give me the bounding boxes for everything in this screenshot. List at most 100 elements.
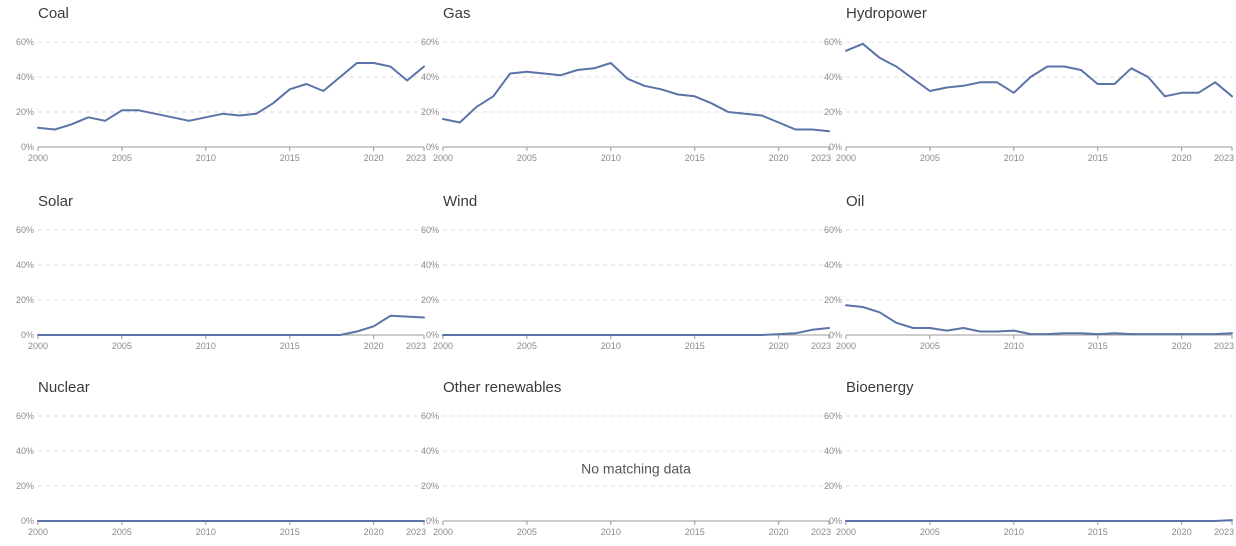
panel-title: Gas [443,5,471,22]
x-tick-label: 2005 [920,527,940,537]
x-tick-label: 2005 [517,527,537,537]
y-tick-label: 40% [16,72,34,82]
x-tick-label: 2010 [1004,341,1024,351]
x-tick-label: 2020 [769,527,789,537]
y-tick-label: 60% [421,225,439,235]
x-tick-label: 2023 [406,527,426,537]
y-tick-label: 60% [16,37,34,47]
series-line [37,62,425,131]
x-tick-label: 2015 [280,153,300,163]
y-tick-label: 40% [421,72,439,82]
x-tick-label: 2000 [836,527,856,537]
x-tick-label: 2000 [836,153,856,163]
y-tick-label: 20% [16,481,34,491]
x-tick-label: 2010 [601,153,621,163]
y-tick-label: 60% [16,225,34,235]
y-tick-label: 40% [824,446,842,456]
y-tick-label: 60% [421,37,439,47]
x-tick-label: 2023 [1214,153,1234,163]
series-line [845,42,1233,98]
x-tick-label: 2020 [364,153,384,163]
x-tick-label: 2020 [769,341,789,351]
x-tick-label: 2020 [1172,153,1192,163]
x-tick-label: 2020 [1172,341,1192,351]
x-tick-label: 2020 [364,341,384,351]
y-tick-label: 20% [824,107,842,117]
x-tick-label: 2000 [28,527,48,537]
x-tick-label: 2020 [364,527,384,537]
chart-panel: Gas 0% 20% 40% 60% 2000 2005 2010 2015 2020 2023 [421,5,831,163]
x-tick-label: 2005 [112,341,132,351]
chart-panel: Oil 0% 20% 40% 60% 2000 2005 2010 2015 2020 2023 [824,193,1234,351]
x-tick-label: 2005 [517,153,537,163]
y-tick-label: 0% [426,142,439,152]
y-tick-label: 20% [824,481,842,491]
y-tick-label: 20% [421,107,439,117]
chart-panel: Solar 0% 20% 40% 60% 2000 2005 2010 2015 2020 2023 [16,193,426,351]
x-tick-label: 2015 [685,153,705,163]
y-tick-label: 40% [16,260,34,270]
series-line [845,519,1233,522]
y-tick-label: 40% [421,446,439,456]
x-tick-label: 2000 [433,341,453,351]
x-tick-label: 2023 [811,527,831,537]
panel-title: Oil [846,193,864,210]
y-tick-label: 20% [421,295,439,305]
x-tick-label: 2010 [1004,153,1024,163]
x-tick-label: 2015 [1088,153,1108,163]
x-tick-label: 2005 [920,153,940,163]
y-tick-label: 0% [426,516,439,526]
x-tick-label: 2015 [685,527,705,537]
chart-panel: Wind 0% 20% 40% 60% 2000 2005 2010 2015 2020 2023 [421,193,831,351]
y-tick-label: 40% [824,72,842,82]
chart-panel: Coal 0% 20% 40% 60% 2000 2005 2010 2015 2020 2023 [16,5,426,163]
panel-title: Bioenergy [846,379,914,396]
no-data-message: No matching data [581,461,691,477]
x-tick-label: 2005 [517,341,537,351]
x-tick-label: 2010 [196,527,216,537]
x-tick-label: 2023 [1214,527,1234,537]
chart-panel: Hydropower 0% 20% 40% 60% 2000 2005 2010 2015 202… [824,5,1234,163]
panel-title: Solar [38,193,73,210]
panel-title: Hydropower [846,5,927,22]
x-tick-label: 2000 [28,341,48,351]
x-tick-label: 2010 [601,527,621,537]
x-tick-label: 2023 [406,341,426,351]
series-line [442,327,830,336]
y-tick-label: 60% [824,225,842,235]
x-tick-label: 2023 [406,153,426,163]
x-tick-label: 2000 [836,341,856,351]
x-tick-label: 2010 [601,341,621,351]
y-tick-label: 0% [21,330,34,340]
x-tick-label: 2015 [1088,341,1108,351]
chart-panel: Nuclear 0% 20% 40% 60% 2000 2005 2010 2015 2020 20… [16,379,426,537]
chart-panel: Other renewables 0% 20% 40% 60% 2000 2005 2010 2… [421,379,831,537]
y-tick-label: 60% [824,411,842,421]
x-tick-label: 2005 [112,527,132,537]
x-tick-label: 2020 [769,153,789,163]
y-tick-label: 40% [421,260,439,270]
y-tick-label: 0% [21,142,34,152]
x-tick-label: 2015 [685,341,705,351]
series-line [37,314,425,336]
y-tick-label: 0% [829,516,842,526]
y-tick-label: 20% [824,295,842,305]
y-tick-label: 60% [824,37,842,47]
x-tick-label: 2010 [196,153,216,163]
x-tick-label: 2023 [811,153,831,163]
panel-title: Coal [38,5,69,22]
y-tick-label: 0% [829,330,842,340]
series-line [442,62,830,133]
y-tick-label: 40% [824,260,842,270]
y-tick-label: 20% [16,295,34,305]
series-line [845,304,1233,336]
y-tick-label: 60% [16,411,34,421]
panel-title: Wind [443,193,477,210]
x-tick-label: 2005 [112,153,132,163]
y-tick-label: 40% [16,446,34,456]
x-tick-label: 2000 [433,527,453,537]
x-tick-label: 2015 [280,341,300,351]
y-tick-label: 0% [426,330,439,340]
x-tick-label: 2015 [280,527,300,537]
